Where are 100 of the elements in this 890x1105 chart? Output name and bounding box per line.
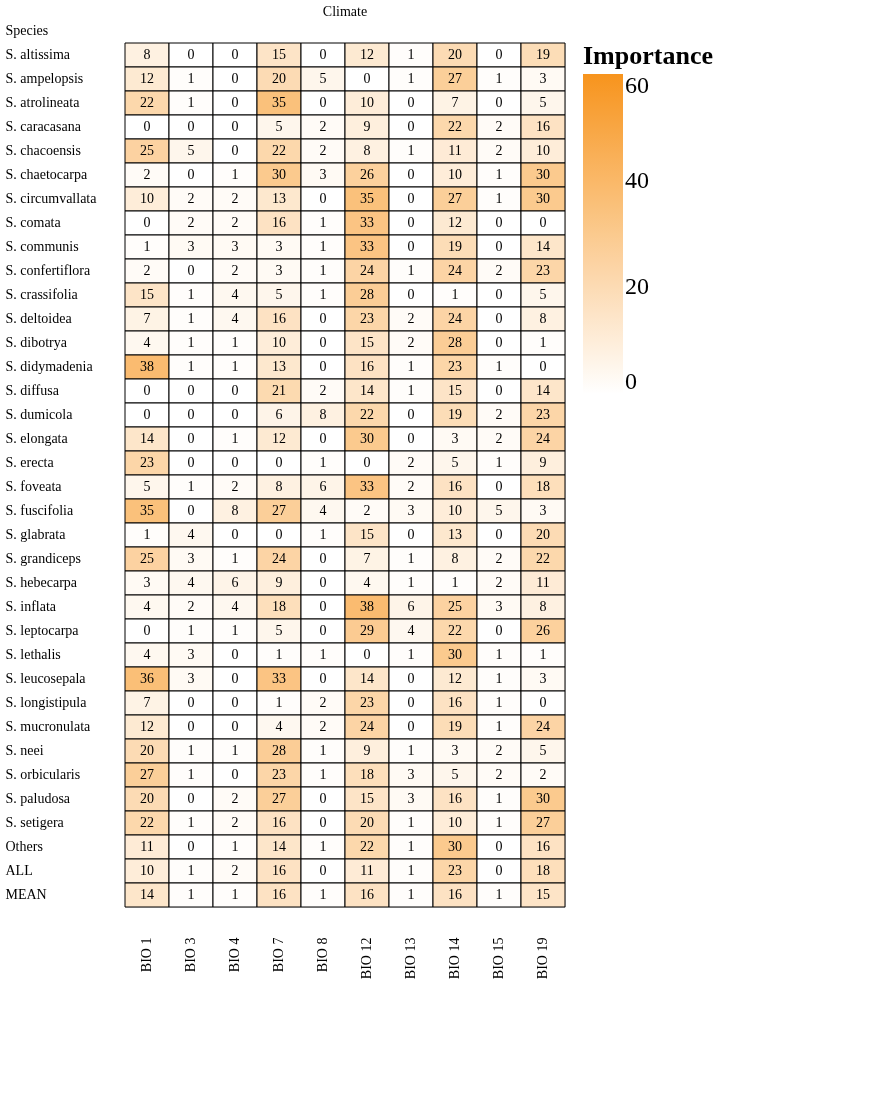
data-label: 0 <box>495 335 503 350</box>
data-label: 4 <box>275 719 283 734</box>
data-label: 0 <box>143 215 151 230</box>
data-label: 0 <box>187 503 195 518</box>
data-label: 2 <box>495 431 503 446</box>
data-label: 8 <box>539 599 547 614</box>
data-label: 24 <box>536 431 550 446</box>
data-label: 0 <box>187 455 195 470</box>
data-label: 0 <box>407 215 415 230</box>
data-label: 25 <box>140 551 154 566</box>
data-label: 1 <box>187 95 195 110</box>
data-label: 1 <box>407 839 415 854</box>
data-label: 23 <box>360 695 374 710</box>
data-label: 2 <box>319 119 327 134</box>
data-label: 1 <box>187 311 195 326</box>
data-label: 16 <box>448 695 462 710</box>
data-label: 0 <box>187 839 195 854</box>
data-label: 1 <box>319 263 327 278</box>
data-label: 3 <box>187 647 195 662</box>
data-label: 30 <box>272 167 286 182</box>
data-label: 27 <box>140 767 154 782</box>
data-label: 1 <box>495 191 503 206</box>
data-label: 2 <box>319 143 327 158</box>
data-label: 2 <box>539 767 547 782</box>
data-label: 35 <box>360 191 374 206</box>
data-label: 12 <box>360 47 374 62</box>
data-label: 18 <box>536 479 550 494</box>
data-label: 0 <box>495 239 503 254</box>
data-label: 3 <box>539 71 547 86</box>
data-label: 0 <box>539 359 547 374</box>
y-tick-label: S. leptocarpa <box>5 623 80 638</box>
data-label: 2 <box>407 335 415 350</box>
data-label: 3 <box>495 599 503 614</box>
data-label: 9 <box>275 575 283 590</box>
data-label: 0 <box>495 839 503 854</box>
data-label: 0 <box>407 695 415 710</box>
data-label: 1 <box>495 815 503 830</box>
data-label: 1 <box>275 647 283 662</box>
data-label: 2 <box>407 311 415 326</box>
data-label: 16 <box>448 479 462 494</box>
data-label: 0 <box>319 335 327 350</box>
data-label: 1 <box>319 215 327 230</box>
data-label: 1 <box>231 743 239 758</box>
data-label: 20 <box>448 47 462 62</box>
data-label: 1 <box>451 287 459 302</box>
data-label: 26 <box>536 623 550 638</box>
data-label: 1 <box>187 767 195 782</box>
data-label: 14 <box>272 839 286 854</box>
data-label: 1 <box>407 359 415 374</box>
data-label: 0 <box>407 95 415 110</box>
y-tick-label: S. dibotrya <box>5 335 68 350</box>
data-label: 0 <box>187 791 195 806</box>
y-tick-label: S. setigera <box>5 815 65 830</box>
data-label: 10 <box>272 335 286 350</box>
y-tick-label: Others <box>5 839 43 854</box>
data-label: 33 <box>360 239 374 254</box>
y-tick-label: S. neei <box>5 743 44 758</box>
data-label: 0 <box>319 95 327 110</box>
data-label: 1 <box>187 863 195 878</box>
data-label: 2 <box>231 863 239 878</box>
data-label: 23 <box>272 767 286 782</box>
y-tick-label: MEAN <box>5 887 47 902</box>
data-label: 0 <box>231 695 239 710</box>
data-label: 24 <box>448 263 462 278</box>
data-label: 0 <box>495 527 503 542</box>
data-label: 5 <box>451 767 459 782</box>
data-label: 9 <box>363 743 371 758</box>
data-label: 10 <box>360 95 374 110</box>
data-label: 1 <box>319 527 327 542</box>
data-label: 1 <box>407 887 415 902</box>
data-label: 0 <box>319 863 327 878</box>
data-label: 15 <box>360 791 374 806</box>
data-label: 2 <box>319 695 327 710</box>
data-label: 8 <box>231 503 239 518</box>
y-tick-label: S. hebecarpa <box>5 575 78 590</box>
data-label: 7 <box>143 695 151 710</box>
data-label: 11 <box>536 575 550 590</box>
data-label: 1 <box>495 647 503 662</box>
data-label: 0 <box>143 407 151 422</box>
data-label: 27 <box>448 191 462 206</box>
data-label: 22 <box>448 623 462 638</box>
data-label: 3 <box>231 239 239 254</box>
data-label: 0 <box>319 791 327 806</box>
data-label: 0 <box>495 287 503 302</box>
data-label: 0 <box>231 95 239 110</box>
data-label: 0 <box>407 719 415 734</box>
data-label: 36 <box>140 671 154 686</box>
data-label: 2 <box>187 215 195 230</box>
data-label: 10 <box>448 167 462 182</box>
data-label: 6 <box>275 407 283 422</box>
data-label: 28 <box>360 287 374 302</box>
data-label: 14 <box>140 431 154 446</box>
data-label: 1 <box>231 839 239 854</box>
data-label: 3 <box>187 239 195 254</box>
data-label: 1 <box>407 575 415 590</box>
data-label: 5 <box>187 143 195 158</box>
data-label: 2 <box>495 119 503 134</box>
data-label: 0 <box>319 599 327 614</box>
y-tick-label: S. diffusa <box>5 383 60 398</box>
data-label: 2 <box>495 263 503 278</box>
